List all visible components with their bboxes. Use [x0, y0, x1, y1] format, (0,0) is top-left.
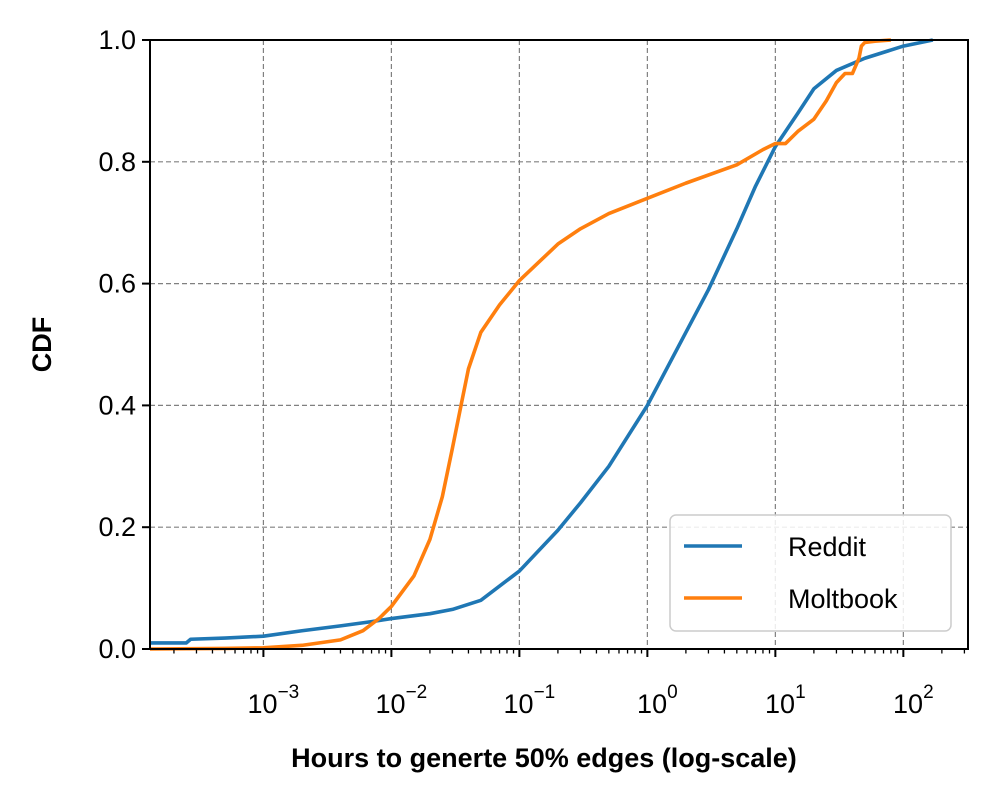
- y-tick-label: 0.0: [98, 634, 136, 664]
- x-tick-label: 101: [765, 682, 806, 719]
- plot-frame: [149, 39, 969, 650]
- x-axis-title: Hours to generte 50% edges (log-scale): [291, 743, 797, 773]
- x-tick-label: 10−2: [376, 682, 428, 719]
- series-layer: [149, 38, 934, 651]
- series-line-moltbook: [149, 38, 892, 651]
- y-tick-label: 1.0: [98, 25, 136, 55]
- y-tick-label: 0.6: [98, 269, 136, 299]
- y-axis-title: CDF: [27, 317, 57, 373]
- x-tick-label: 10−3: [248, 682, 300, 719]
- grid: [150, 40, 968, 649]
- legend-box: [669, 514, 952, 632]
- legend-label-moltbook: Moltbook: [788, 584, 898, 614]
- ticks: 0.0 0.2 0.4 0.6 0.8 1.0 10−3 10−2 10−1 100 101 102: [98, 25, 966, 719]
- legend-label-reddit: Reddit: [788, 532, 867, 562]
- legend: Reddit Moltbook: [669, 514, 952, 632]
- x-tick-label: 102: [893, 682, 934, 719]
- x-tick-label: 10−1: [504, 682, 556, 719]
- y-tick-label: 0.8: [98, 147, 136, 177]
- y-tick-label: 0.4: [98, 390, 136, 420]
- y-tick-label: 0.2: [98, 512, 136, 542]
- series-line-reddit: [150, 38, 934, 645]
- x-tick-label: 100: [637, 682, 678, 719]
